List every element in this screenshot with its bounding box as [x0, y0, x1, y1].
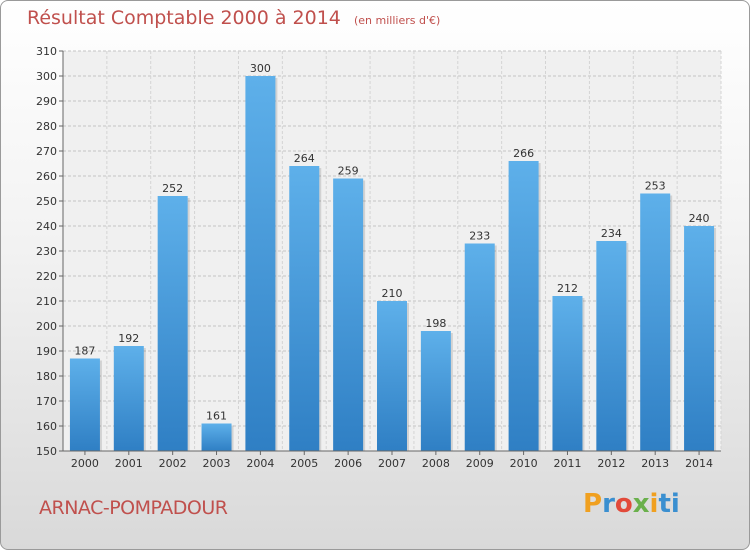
data-label: 161	[206, 410, 227, 423]
x-tick-label: 2001	[115, 457, 143, 470]
y-tick-label: 160	[36, 420, 57, 433]
bar	[508, 161, 539, 451]
y-tick-label: 170	[36, 395, 57, 408]
y-tick-label: 200	[36, 320, 57, 333]
y-tick-label: 260	[36, 170, 57, 183]
logo-letter: ti	[658, 489, 680, 519]
y-tick-label: 210	[36, 295, 57, 308]
y-tick-label: 310	[36, 45, 57, 58]
y-tick-label: 240	[36, 220, 57, 233]
logo-letter: o	[614, 489, 633, 519]
proxiti-logo: Proxiti	[583, 489, 680, 519]
y-tick-label: 230	[36, 245, 57, 258]
x-tick-label: 2002	[159, 457, 187, 470]
x-tick-label: 2003	[203, 457, 231, 470]
data-label: 300	[250, 62, 271, 75]
x-tick-label: 2007	[378, 457, 406, 470]
data-label: 187	[74, 345, 95, 358]
data-label: 234	[601, 227, 622, 240]
bar	[113, 346, 144, 451]
bar	[245, 76, 276, 451]
bar	[684, 226, 715, 451]
x-tick-label: 2004	[246, 457, 274, 470]
data-label: 259	[338, 165, 359, 178]
data-label: 253	[645, 180, 666, 193]
bar	[464, 243, 495, 451]
logo-letter: P	[583, 489, 603, 519]
chart-title: Résultat Comptable 2000 à 2014	[27, 7, 341, 29]
x-tick-label: 2011	[553, 457, 581, 470]
logo-letter: r	[602, 489, 615, 519]
bar	[201, 423, 232, 451]
y-tick-label: 290	[36, 95, 57, 108]
bar	[289, 166, 320, 451]
y-tick-label: 280	[36, 120, 57, 133]
bar	[157, 196, 188, 451]
x-tick-label: 2009	[466, 457, 494, 470]
data-label: 210	[382, 287, 403, 300]
data-label: 198	[425, 317, 446, 330]
logo-letter: x	[632, 489, 650, 519]
y-tick-label: 220	[36, 270, 57, 283]
x-tick-label: 2008	[422, 457, 450, 470]
y-tick-label: 270	[36, 145, 57, 158]
logo-letter: i	[649, 489, 659, 519]
bar	[640, 193, 671, 451]
bar	[69, 358, 100, 451]
bar	[333, 178, 364, 451]
data-label: 264	[294, 152, 315, 165]
data-label: 240	[689, 212, 710, 225]
y-tick-label: 190	[36, 345, 57, 358]
commune-name: ARNAC-POMPADOUR	[39, 497, 228, 519]
x-tick-label: 2000	[71, 457, 99, 470]
bar	[420, 331, 451, 451]
y-tick-label: 300	[36, 70, 57, 83]
data-label: 266	[513, 147, 534, 160]
data-label: 212	[557, 282, 578, 295]
bar	[596, 241, 627, 451]
data-label: 233	[469, 230, 490, 243]
data-label: 192	[118, 332, 139, 345]
chart-unit: (en milliers d'€)	[353, 14, 441, 27]
x-tick-label: 2010	[510, 457, 538, 470]
chart-title-block: Résultat Comptable 2000 à 2014 (en milli…	[27, 7, 440, 29]
data-label: 252	[162, 182, 183, 195]
y-tick-label: 150	[36, 445, 57, 458]
x-tick-label: 2012	[597, 457, 625, 470]
bar	[377, 301, 407, 451]
x-tick-label: 2006	[334, 457, 362, 470]
x-tick-label: 2005	[290, 457, 318, 470]
bar	[552, 296, 583, 451]
x-tick-label: 2013	[641, 457, 669, 470]
y-tick-label: 180	[36, 370, 57, 383]
x-tick-label: 2014	[685, 457, 713, 470]
y-tick-label: 250	[36, 195, 57, 208]
